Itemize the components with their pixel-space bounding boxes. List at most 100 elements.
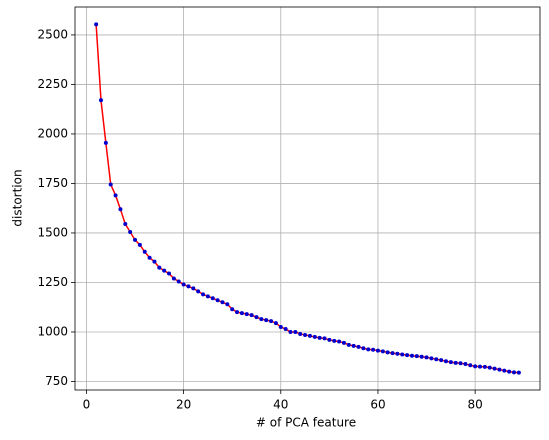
- data-point: [288, 329, 293, 334]
- y-tick-label: 1750: [37, 176, 68, 190]
- data-point: [133, 237, 138, 242]
- data-point: [371, 347, 376, 352]
- data-point: [152, 259, 157, 264]
- data-point: [409, 353, 414, 358]
- data-point: [341, 340, 346, 345]
- data-point: [201, 292, 206, 297]
- data-point: [220, 300, 225, 305]
- data-point: [337, 339, 342, 344]
- data-point: [137, 242, 142, 247]
- y-tick-label: 2000: [37, 126, 68, 140]
- data-point: [259, 317, 264, 322]
- y-tick-label: 1500: [37, 225, 68, 239]
- data-point: [380, 349, 385, 354]
- data-point: [98, 98, 103, 103]
- x-tick-label: 20: [176, 398, 191, 412]
- data-point: [191, 286, 196, 291]
- data-point: [298, 331, 303, 336]
- data-point: [147, 255, 152, 260]
- data-point: [186, 284, 191, 289]
- data-point: [458, 361, 463, 366]
- data-point: [385, 350, 390, 355]
- data-point: [395, 351, 400, 356]
- data-point: [249, 313, 254, 318]
- data-point: [108, 182, 113, 187]
- y-tick-label: 1000: [37, 324, 68, 338]
- data-point: [123, 222, 128, 227]
- y-tick-label: 1250: [37, 275, 68, 289]
- data-point: [361, 346, 366, 351]
- y-tick-label: 2250: [37, 77, 68, 91]
- data-point: [375, 348, 380, 353]
- y-tick-label: 750: [45, 374, 68, 388]
- data-point: [512, 370, 517, 375]
- data-point: [443, 359, 448, 364]
- data-point: [351, 343, 356, 348]
- data-point: [492, 366, 497, 371]
- data-point: [419, 354, 424, 359]
- data-point: [473, 364, 478, 369]
- data-point: [356, 344, 361, 349]
- data-point: [162, 268, 167, 273]
- x-tick-label: 0: [83, 398, 91, 412]
- data-point: [463, 362, 468, 367]
- data-point: [424, 355, 429, 360]
- data-point: [405, 353, 410, 358]
- data-point: [322, 336, 327, 341]
- data-point: [254, 315, 259, 320]
- data-point: [390, 351, 395, 356]
- data-point: [94, 22, 99, 27]
- data-point: [210, 296, 215, 301]
- data-line: [95, 24, 519, 374]
- data-point: [239, 311, 244, 316]
- x-tick-label: 40: [273, 398, 288, 412]
- y-tick-label: 2500: [37, 27, 68, 41]
- data-point: [453, 360, 458, 365]
- data-point: [264, 318, 269, 323]
- data-point: [327, 337, 332, 342]
- data-point: [468, 363, 473, 368]
- x-tick-label: 80: [467, 398, 482, 412]
- data-point: [225, 302, 230, 307]
- data-point: [283, 327, 288, 332]
- data-point: [235, 310, 240, 315]
- data-point: [516, 370, 521, 375]
- data-point: [307, 333, 312, 338]
- data-point: [502, 368, 507, 373]
- data-point: [429, 356, 434, 361]
- data-point: [128, 229, 133, 234]
- data-point: [113, 193, 118, 198]
- data-point: [487, 365, 492, 370]
- data-point: [293, 329, 298, 334]
- plot-frame: [74, 6, 541, 391]
- data-point: [142, 249, 147, 254]
- data-point: [477, 364, 482, 369]
- data-point: [230, 307, 235, 312]
- data-point: [400, 352, 405, 357]
- data-point: [414, 354, 419, 359]
- data-point: [482, 364, 487, 369]
- y-axis-label: distortion: [11, 169, 25, 226]
- data-point: [497, 367, 502, 372]
- data-point: [366, 347, 371, 352]
- data-point: [332, 338, 337, 343]
- data-point: [157, 265, 162, 270]
- data-point: [439, 358, 444, 363]
- x-axis-label: # of PCA feature: [256, 416, 356, 430]
- data-point: [171, 276, 176, 281]
- data-point: [244, 312, 249, 317]
- data-point: [273, 321, 278, 326]
- data-point: [278, 325, 283, 330]
- data-point: [346, 342, 351, 347]
- data-point: [317, 335, 322, 340]
- data-point: [176, 279, 181, 284]
- data-point: [196, 289, 201, 294]
- x-tick-label: 60: [370, 398, 385, 412]
- data-point: [448, 360, 453, 365]
- data-point: [434, 357, 439, 362]
- data-point: [507, 369, 512, 374]
- data-point: [181, 282, 186, 287]
- data-point: [118, 207, 123, 212]
